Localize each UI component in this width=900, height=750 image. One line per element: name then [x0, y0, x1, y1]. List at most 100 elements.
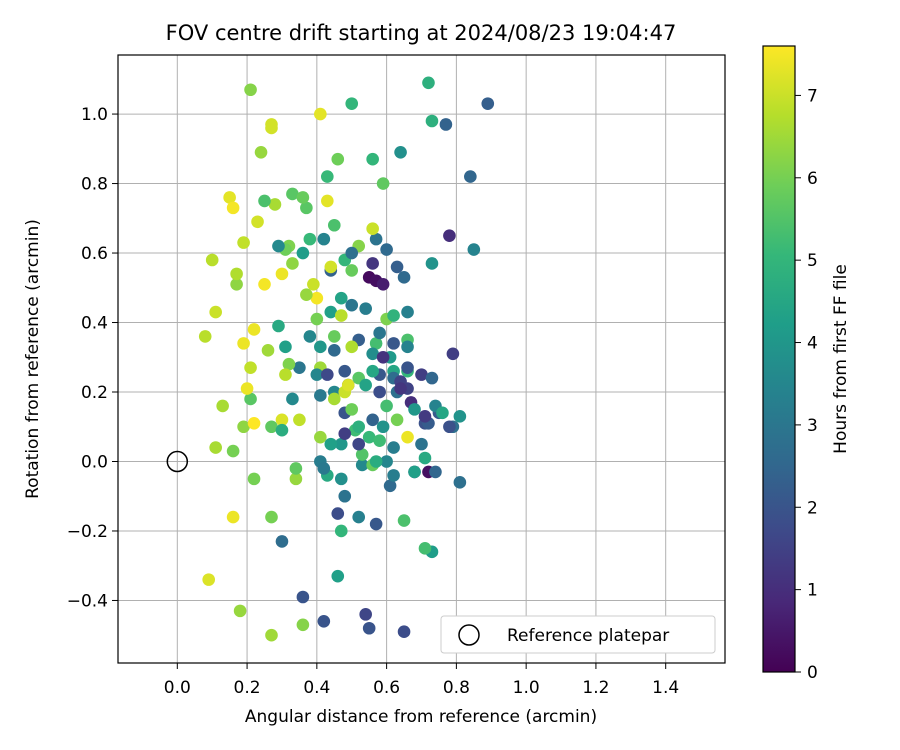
data-point — [314, 430, 327, 444]
colorbar-tick-label: 7 — [807, 86, 818, 106]
data-point — [397, 625, 411, 639]
data-point — [345, 264, 359, 277]
colorbar-tick-label: 4 — [807, 334, 818, 354]
data-point — [408, 403, 421, 416]
data-point — [362, 430, 376, 444]
data-point — [327, 218, 341, 232]
data-point — [317, 615, 331, 628]
data-point — [272, 239, 285, 253]
data-point — [352, 437, 366, 451]
data-point — [237, 337, 250, 350]
data-point — [205, 253, 219, 267]
data-point — [397, 514, 411, 527]
data-point — [247, 323, 261, 336]
data-point — [373, 385, 386, 399]
data-point — [310, 368, 324, 381]
data-point — [237, 420, 250, 434]
x-axis: 0.0 0.2 0.4 0.6 0.8 1.0 1.2 1.4 — [164, 663, 679, 698]
data-point — [408, 465, 421, 479]
data-point — [258, 194, 271, 208]
data-point — [317, 462, 331, 475]
data-point — [359, 302, 372, 315]
legend-box — [440, 615, 716, 654]
data-point — [387, 469, 400, 482]
data-point — [345, 403, 359, 416]
x-tick-label: 0.2 — [234, 678, 261, 698]
data-point — [331, 507, 345, 520]
x-tick-label: 0.4 — [303, 678, 330, 698]
data-point — [345, 340, 359, 354]
data-point — [415, 368, 428, 381]
data-point — [394, 382, 407, 395]
data-point — [345, 246, 359, 260]
y-tick-label: 0.8 — [81, 175, 108, 195]
colorbar-tick-label: 3 — [807, 416, 818, 436]
data-point — [296, 618, 310, 632]
data-point — [334, 291, 348, 305]
data-point — [366, 413, 379, 427]
chart-title: FOV centre drift starting at 2024/08/23 … — [166, 21, 677, 45]
data-point — [383, 479, 397, 493]
data-point — [296, 590, 310, 604]
data-point — [366, 222, 379, 236]
y-axis-label: Rotation from reference (arcmin) — [23, 219, 43, 499]
colorbar-tick-label: 1 — [807, 581, 818, 601]
data-point — [401, 340, 414, 354]
y-tick-label: −0.4 — [67, 591, 108, 611]
plot-area-frame — [117, 54, 726, 664]
data-point — [397, 271, 411, 284]
data-point — [226, 444, 240, 458]
data-point — [331, 152, 345, 166]
data-point — [453, 476, 467, 489]
data-point — [359, 378, 372, 392]
y-axis: −0.4 −0.2 0.0 0.2 0.4 0.6 0.8 1.0 — [67, 105, 118, 611]
data-point — [324, 305, 338, 319]
data-point — [230, 267, 243, 281]
grid-lines — [118, 55, 725, 663]
x-tick-label: 0.6 — [373, 678, 400, 698]
data-point — [286, 392, 299, 406]
data-point — [321, 368, 334, 381]
y-tick-label: 0.0 — [81, 452, 108, 472]
data-point — [345, 298, 359, 312]
data-point — [240, 382, 254, 395]
colorbar-tick-label: 0 — [807, 663, 818, 683]
legend-reference-marker — [458, 624, 480, 646]
data-point — [338, 364, 352, 378]
data-point — [334, 437, 348, 451]
data-point — [324, 437, 338, 451]
data-point — [418, 410, 432, 423]
data-point — [376, 420, 390, 434]
data-point — [443, 420, 456, 434]
data-point — [265, 118, 278, 131]
colorbar-tick-label: 5 — [807, 251, 818, 271]
data-point — [289, 462, 303, 475]
data-point — [425, 257, 439, 270]
data-point — [275, 423, 289, 437]
data-point — [369, 337, 383, 350]
data-point — [247, 472, 261, 486]
data-point — [209, 305, 222, 319]
data-point — [275, 535, 289, 548]
data-point — [265, 420, 278, 434]
data-point — [453, 410, 467, 423]
data-point — [314, 340, 327, 354]
data-point — [401, 305, 414, 319]
data-point — [198, 330, 212, 343]
data-point — [376, 177, 390, 190]
x-tick-label: 1.0 — [513, 678, 540, 698]
data-point — [223, 191, 236, 204]
data-point — [286, 257, 299, 270]
data-point — [226, 201, 240, 215]
data-point — [425, 114, 439, 128]
data-point — [376, 278, 390, 291]
data-point — [272, 319, 285, 333]
colorbar: 0 1 2 3 4 5 6 7 Hours from first FF file — [762, 45, 851, 683]
data-point — [352, 420, 366, 434]
x-tick-label: 0.0 — [164, 678, 191, 698]
data-point — [373, 326, 386, 340]
data-point — [258, 278, 271, 291]
x-tick-label: 1.2 — [582, 678, 609, 698]
data-point — [334, 524, 348, 538]
data-point — [247, 416, 261, 430]
